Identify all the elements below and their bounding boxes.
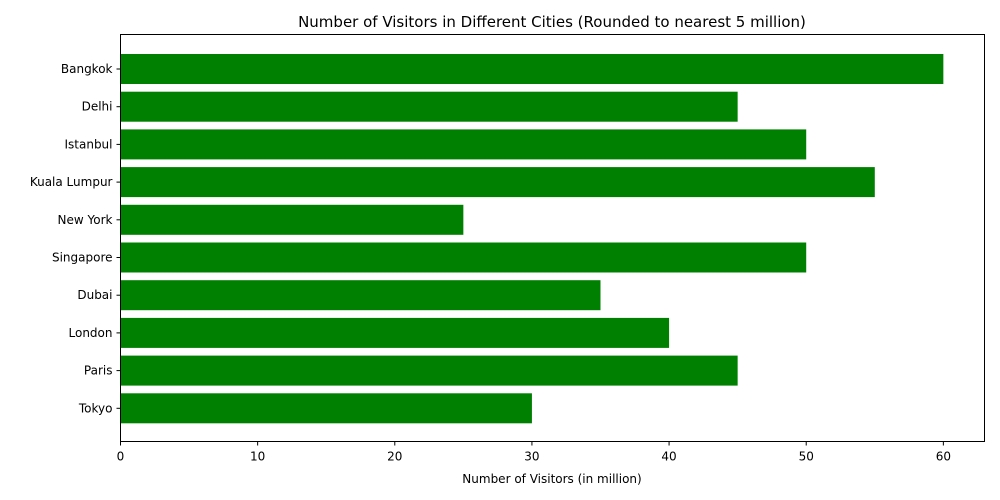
y-tick-label-london: London [69, 326, 113, 340]
bar-tokyo [120, 393, 532, 424]
y-tick-label-istanbul: Istanbul [64, 137, 112, 151]
y-tick-label-bangkok: Bangkok [61, 62, 113, 76]
bar-paris [120, 355, 738, 386]
y-tick-label-tokyo: Tokyo [78, 401, 113, 415]
y-tick-label-new-york: New York [58, 213, 113, 227]
chart-title: Number of Visitors in Different Cities (… [298, 13, 806, 31]
bar-london [120, 317, 670, 348]
x-tick-label-40: 40 [661, 450, 676, 464]
x-tick-label-20: 20 [387, 450, 402, 464]
bars-group [120, 54, 944, 424]
bar-delhi [120, 91, 738, 122]
x-axis-ticks: 0 10 20 30 40 50 60 [117, 441, 951, 464]
x-tick-label-60: 60 [936, 450, 951, 464]
y-axis-ticks: Bangkok Delhi Istanbul Kuala Lumpur New York… [30, 62, 121, 415]
bar-kuala-lumpur [120, 167, 875, 198]
y-tick-label-kuala-lumpur: Kuala Lumpur [30, 175, 113, 189]
x-tick-label-0: 0 [117, 450, 125, 464]
x-tick-label-50: 50 [799, 450, 814, 464]
bar-new-york [120, 204, 464, 235]
y-tick-label-singapore: Singapore [52, 251, 113, 265]
y-tick-label-dubai: Dubai [77, 288, 112, 302]
x-tick-label-10: 10 [250, 450, 265, 464]
plot-frame [120, 34, 985, 442]
bar-istanbul [120, 129, 807, 160]
x-axis-label: Number of Visitors (in million) [462, 472, 641, 486]
bar-singapore [120, 242, 807, 273]
y-tick-label-delhi: Delhi [82, 100, 113, 114]
y-tick-label-paris: Paris [84, 364, 113, 378]
x-tick-label-30: 30 [524, 450, 539, 464]
bar-bangkok [120, 54, 944, 84]
bar-dubai [120, 280, 601, 311]
